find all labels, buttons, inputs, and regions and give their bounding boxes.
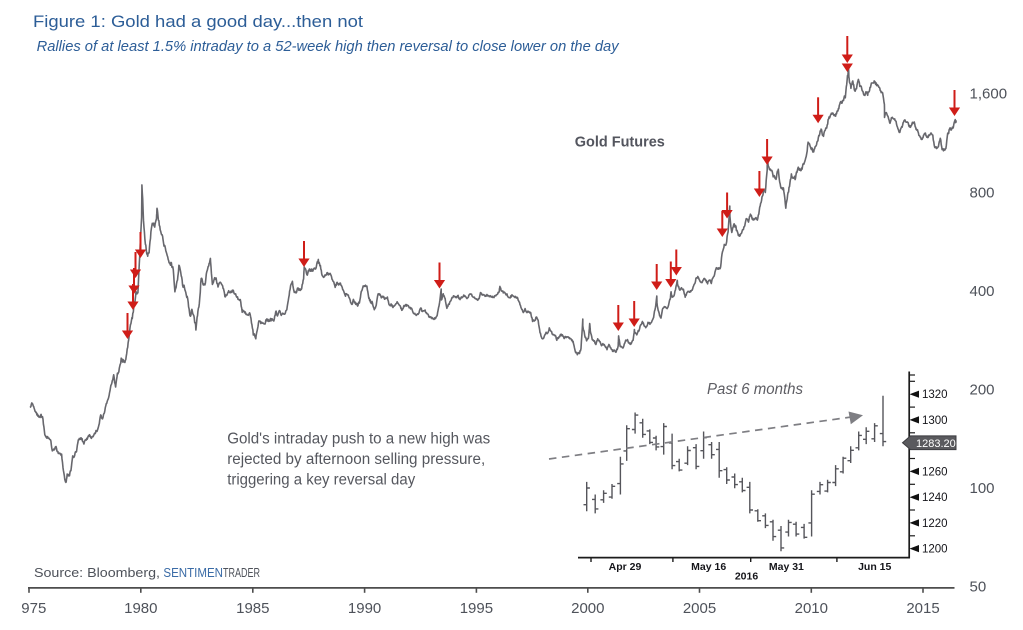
svg-text:1990: 1990: [348, 600, 381, 617]
svg-text:Past 6 months: Past 6 months: [707, 381, 803, 398]
svg-text:Apr 29: Apr 29: [609, 561, 642, 573]
svg-text:Figure 1: Gold had a good day.: Figure 1: Gold had a good day...then not: [33, 12, 363, 31]
svg-text:triggering a key reversal day: triggering a key reversal day: [227, 471, 415, 488]
svg-text:2016: 2016: [735, 571, 759, 583]
svg-text:2015: 2015: [906, 600, 939, 617]
svg-text:rejected by afternoon selling: rejected by afternoon selling pressure,: [227, 451, 485, 468]
svg-text:Jun 15: Jun 15: [858, 561, 891, 573]
svg-text:50: 50: [970, 579, 987, 596]
svg-text:1320: 1320: [922, 389, 948, 401]
svg-text:2010: 2010: [795, 600, 828, 617]
svg-text:Gold's intraday push to a new: Gold's intraday push to a new high was: [227, 431, 490, 448]
svg-text:1240: 1240: [922, 492, 948, 504]
svg-text:1980: 1980: [124, 600, 157, 617]
svg-text:1,600: 1,600: [970, 86, 1008, 103]
svg-text:2005: 2005: [683, 600, 716, 617]
svg-text:Gold Futures: Gold Futures: [575, 135, 665, 151]
svg-text:Source: Bloomberg,: Source: Bloomberg,: [34, 565, 160, 580]
svg-text:975: 975: [21, 600, 46, 617]
svg-text:2000: 2000: [571, 600, 604, 617]
svg-text:1220: 1220: [922, 518, 948, 530]
svg-text:400: 400: [970, 283, 995, 300]
svg-text:May 31: May 31: [769, 561, 804, 573]
svg-text:1300: 1300: [922, 415, 948, 427]
svg-text:200: 200: [970, 382, 995, 399]
svg-text:TRADER: TRADER: [223, 565, 260, 580]
svg-text:1985: 1985: [236, 600, 269, 617]
svg-text:Rallies of at least 1.5% intra: Rallies of at least 1.5% intraday to a 5…: [37, 39, 620, 55]
svg-text:SENTIMEN: SENTIMEN: [163, 565, 223, 580]
svg-text:1995: 1995: [460, 600, 493, 617]
svg-text:1200: 1200: [922, 544, 948, 556]
svg-text:May 16: May 16: [691, 561, 726, 573]
svg-text:1283.20: 1283.20: [916, 438, 956, 450]
svg-text:100: 100: [970, 480, 995, 497]
svg-text:1260: 1260: [922, 466, 948, 478]
svg-text:800: 800: [970, 184, 995, 201]
